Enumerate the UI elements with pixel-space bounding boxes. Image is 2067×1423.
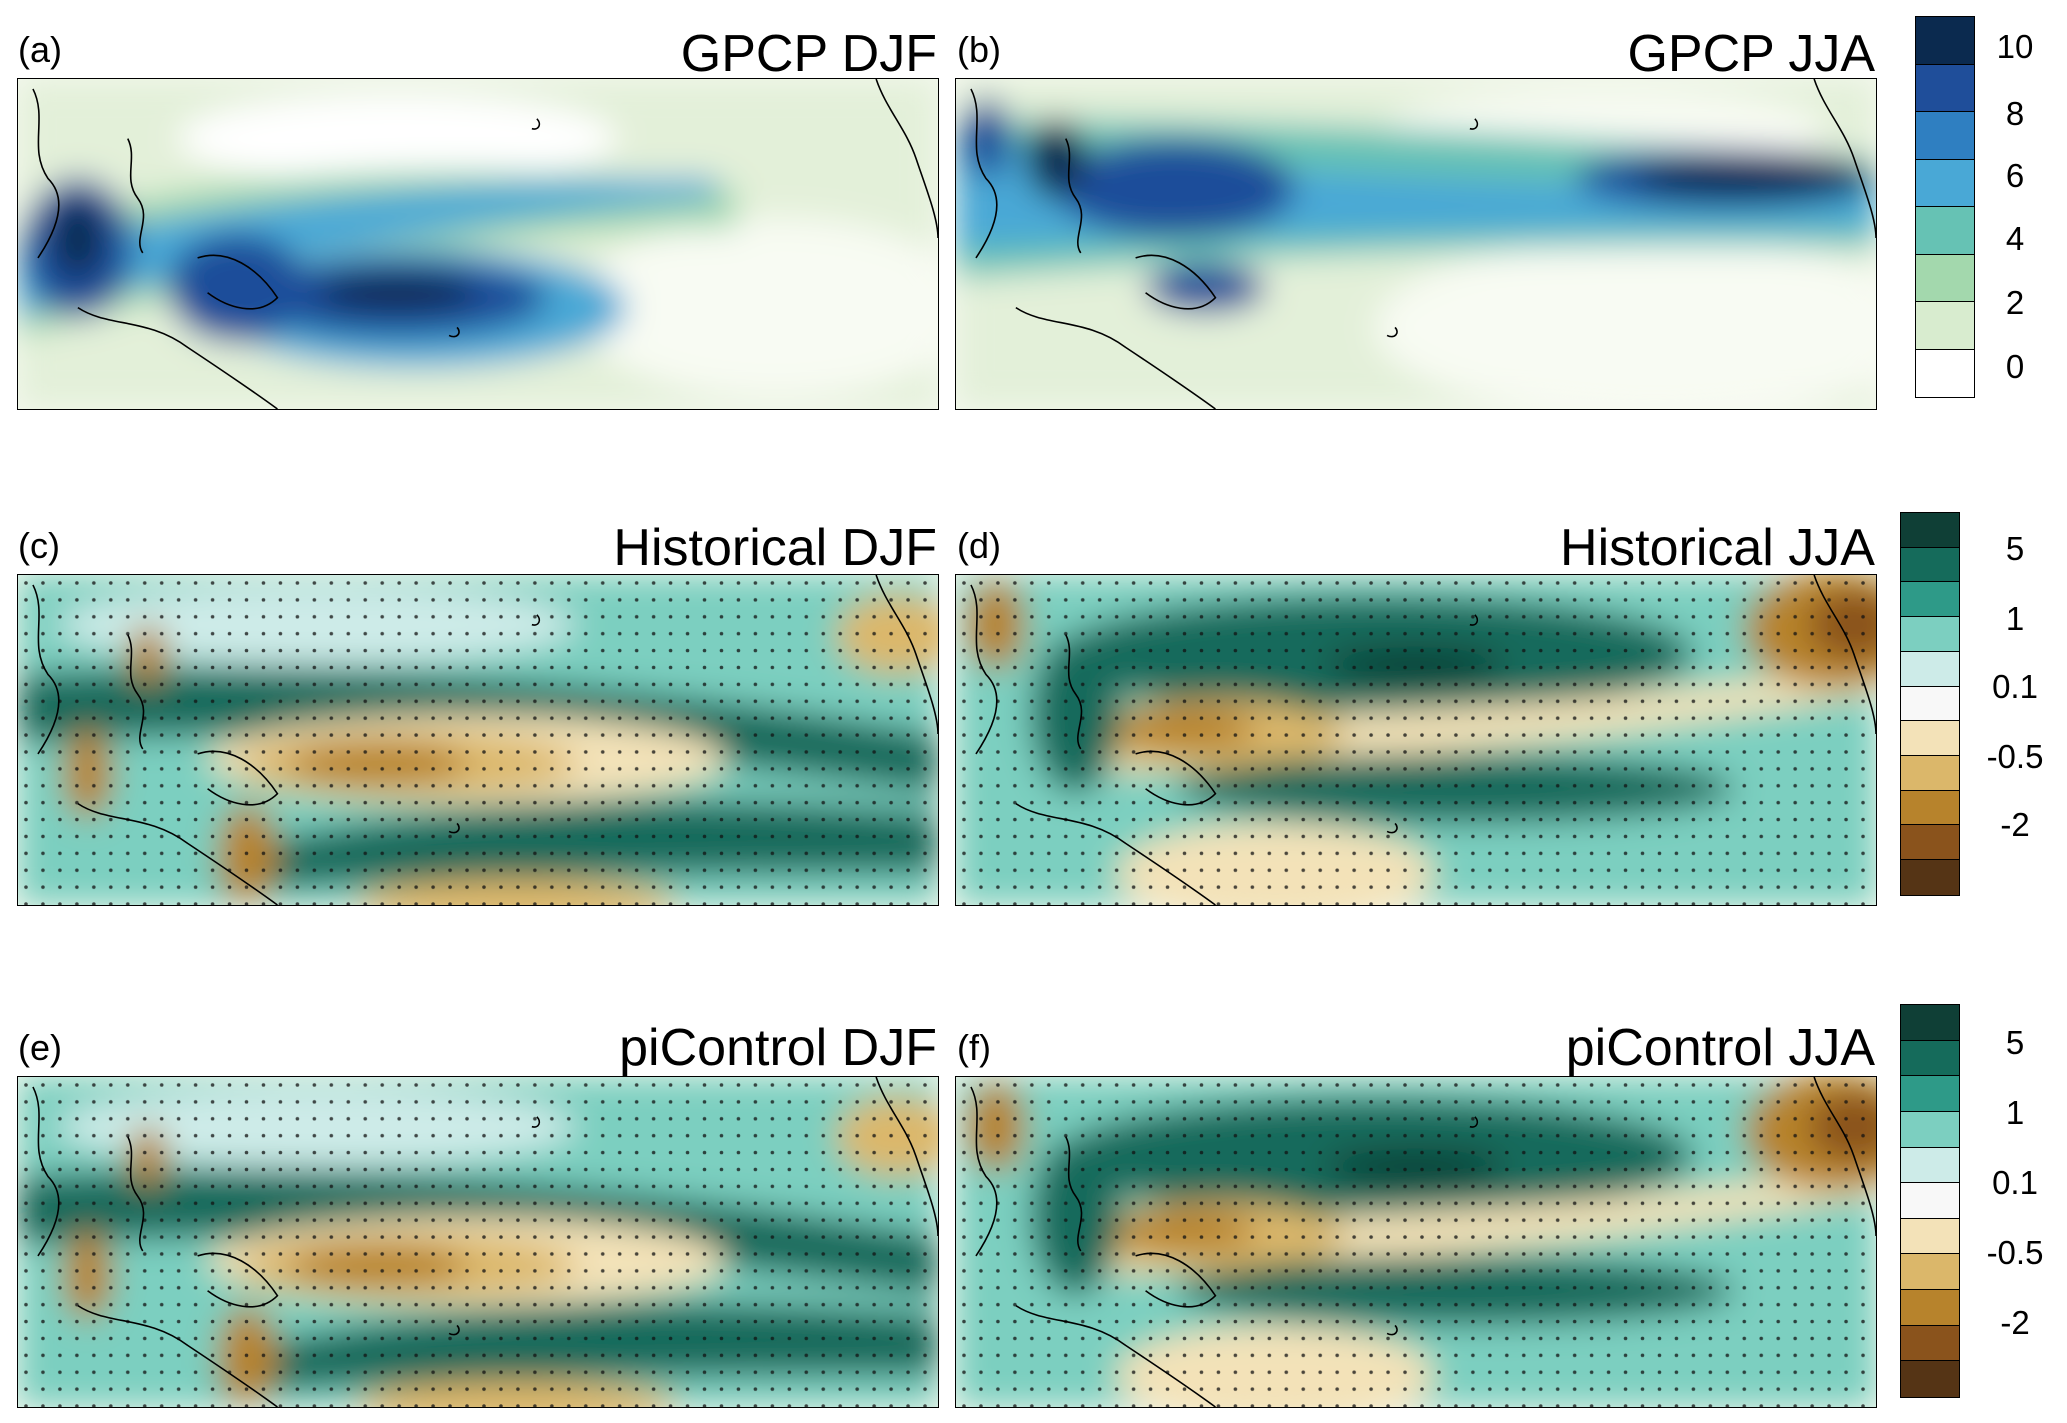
colorbar-swatch [1901, 1183, 1959, 1219]
colorbar-swatch [1901, 721, 1959, 757]
colorbar-anom2-tick: -0.5 [1986, 1234, 2044, 1271]
colorbar-swatch [1901, 617, 1959, 652]
colorbar-anom2-tick: 5 [2005, 1024, 2025, 1061]
colorbar-swatch [1901, 1111, 1959, 1148]
colorbar-swatch [1901, 1147, 1959, 1184]
colorbar-swatch [1901, 1361, 1959, 1397]
colorbar-swatch [1901, 547, 1959, 583]
colorbar-swatch [1916, 207, 1974, 255]
colorbar-anomaly-picontrol [1900, 1004, 1960, 1398]
panel-title-a: GPCP DJF [680, 25, 937, 83]
colorbar-anom2-tick: 0.1 [1992, 1164, 2038, 1201]
coastline [32, 79, 938, 409]
panel-letter-e: (e) [18, 1027, 62, 1068]
map-field-svg [956, 575, 1876, 905]
coastline [970, 1077, 1876, 1407]
colorbar-anomaly-historical [1900, 512, 1960, 896]
colorbar-clim-tick: 8 [2005, 95, 2025, 132]
colorbar-swatch [1916, 254, 1974, 302]
colorbar-swatch [1901, 582, 1959, 618]
colorbar-swatch [1901, 1076, 1959, 1112]
colorbar-precipitation [1915, 16, 1975, 398]
colorbar-anom1-tick: 1 [2005, 600, 2025, 637]
colorbar-swatch [1916, 349, 1974, 397]
colorbar-swatch [1901, 651, 1959, 687]
map-field-svg [18, 1077, 938, 1407]
colorbar-clim-tick: 2 [2005, 284, 2025, 321]
map-field-svg [956, 79, 1876, 409]
map-field-svg [18, 79, 938, 409]
colorbar-swatch [1901, 513, 1959, 548]
colorbar-clim-tick: 6 [2005, 157, 2025, 194]
panel-title-b: GPCP JJA [1627, 25, 1875, 83]
colorbar-clim-tick: 4 [2005, 220, 2025, 257]
colorbar-anom1-tick: -0.5 [1986, 738, 2044, 775]
panel-letter-d: (d) [957, 525, 1001, 566]
colorbar-swatch [1901, 686, 1959, 722]
panel-title-d: Historical JJA [1560, 519, 1875, 577]
map-panel-historical-jja [955, 574, 1877, 906]
colorbar-swatch [1901, 790, 1959, 826]
map-panel-historical-djf [17, 574, 939, 906]
panel-title-e: piControl DJF [619, 1019, 937, 1077]
colorbar-clim-tick: 0 [2005, 348, 2025, 385]
map-panel-picontrol-jja [955, 1076, 1877, 1408]
coastline [970, 575, 1876, 905]
colorbar-swatch [1916, 64, 1974, 112]
panel-letter-a: (a) [18, 29, 62, 70]
map-field-svg [956, 1077, 1876, 1407]
panel-letter-b: (b) [957, 29, 1001, 70]
map-panel-picontrol-djf [17, 1076, 939, 1408]
colorbar-anom1-tick: -2 [2000, 806, 2030, 843]
colorbar-swatch [1916, 112, 1974, 160]
colorbar-swatch [1901, 1325, 1959, 1362]
colorbar-anom2-tick: 1 [2005, 1094, 2025, 1131]
panel-letter-f: (f) [957, 1027, 991, 1068]
colorbar-anom1-tick: 0.1 [1992, 668, 2038, 705]
colorbar-swatch [1901, 1254, 1959, 1290]
map-panel-gpcp-djf [17, 78, 939, 410]
colorbar-swatch [1901, 756, 1959, 791]
colorbar-swatch [1901, 1290, 1959, 1326]
panel-title-f: piControl JJA [1565, 1019, 1875, 1077]
colorbar-swatch [1901, 1218, 1959, 1255]
coastline [970, 79, 1876, 409]
colorbar-anom2-tick: -2 [2000, 1304, 2030, 1341]
panel-title-c: Historical DJF [613, 519, 937, 577]
colorbar-anom1-tick: 5 [2005, 530, 2025, 567]
colorbar-clim-tick: 10 [1996, 28, 2034, 65]
colorbar-swatch [1901, 1005, 1959, 1041]
coastline [32, 1077, 938, 1407]
coastline [32, 575, 938, 905]
colorbar-swatch [1916, 17, 1974, 65]
colorbar-swatch [1916, 302, 1974, 350]
colorbar-swatch [1901, 1040, 1959, 1077]
panel-letter-c: (c) [18, 525, 60, 566]
colorbar-swatch [1901, 860, 1959, 895]
map-panel-gpcp-jja [955, 78, 1877, 410]
colorbar-swatch [1901, 825, 1959, 861]
colorbar-swatch [1916, 159, 1974, 207]
map-field-svg [18, 575, 938, 905]
